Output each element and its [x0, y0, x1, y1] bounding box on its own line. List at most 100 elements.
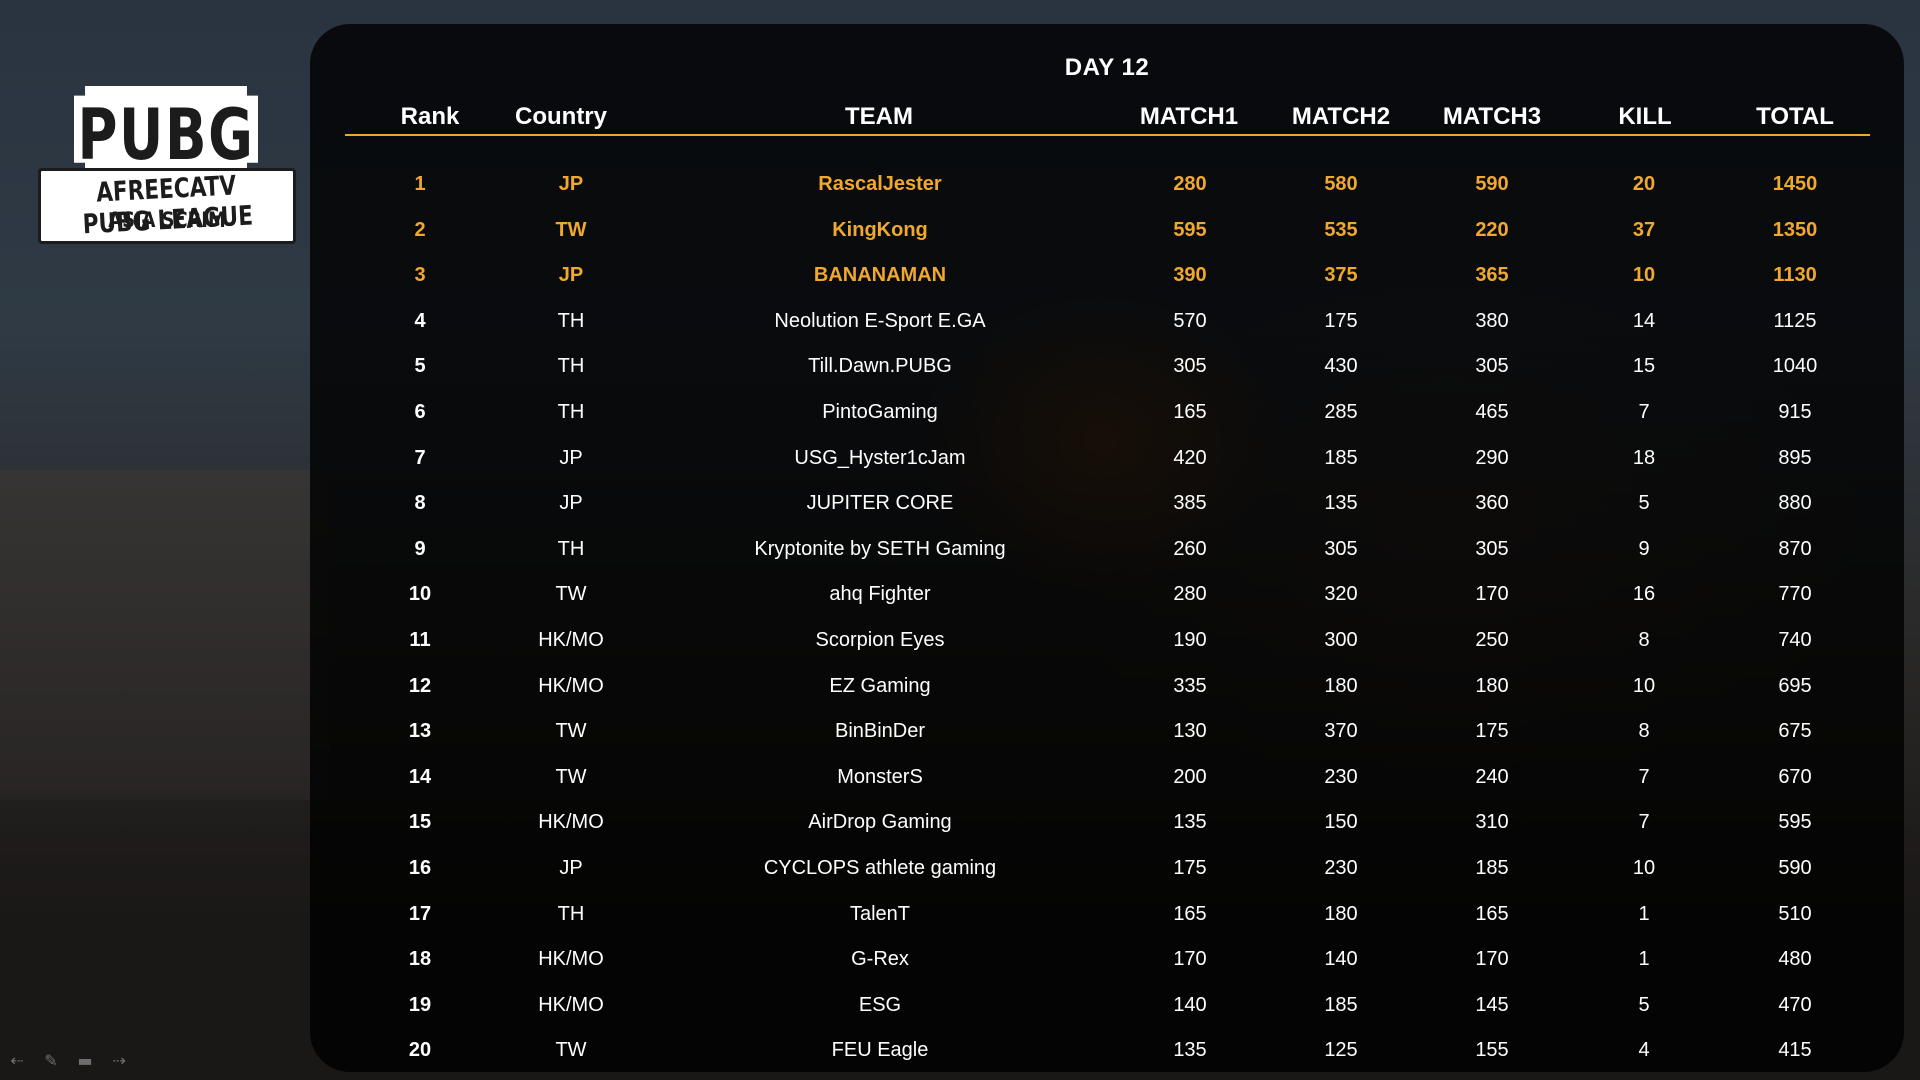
- cell-country: HK/MO: [538, 811, 604, 834]
- table-row: 17 TH TalenT 165 180 165 1 510: [310, 897, 1904, 931]
- cell-team: EZ Gaming: [829, 674, 931, 697]
- cell-match2: 375: [1324, 264, 1358, 287]
- cell-country: TW: [555, 720, 587, 743]
- cell-kill: 1: [1638, 902, 1650, 925]
- cell-total: 590: [1778, 857, 1812, 879]
- cell-rank: 15: [408, 811, 432, 834]
- cell-kill: 18: [1632, 446, 1656, 469]
- standings-panel: DAY 12 Rank Country TEAM MATCH1 MATCH2 M…: [310, 24, 1904, 1072]
- cell-match3: 465: [1475, 401, 1509, 423]
- cell-kill: 16: [1632, 583, 1656, 606]
- cell-country: JP: [558, 173, 584, 195]
- cell-team: TalenT: [849, 902, 911, 925]
- cell-match1: 335: [1173, 674, 1207, 697]
- cell-team: G-Rex: [851, 948, 909, 971]
- cell-total: 695: [1778, 674, 1812, 697]
- cell-match2: 580: [1324, 173, 1358, 195]
- cell-country: JP: [559, 446, 583, 469]
- cell-rank: 2: [414, 218, 426, 241]
- cell-rank: 5: [414, 355, 426, 378]
- cell-country: TH: [557, 902, 585, 925]
- cell-match1: 280: [1173, 173, 1207, 195]
- cell-total: 870: [1778, 537, 1812, 560]
- cell-match2: 185: [1324, 446, 1358, 469]
- cell-match1: 200: [1173, 765, 1207, 788]
- cell-total: 740: [1778, 629, 1812, 651]
- table-row: 11 HK/MO Scorpion Eyes 190 300 250 8 740: [310, 623, 1904, 657]
- cell-team: BANANAMAN: [813, 264, 947, 287]
- table-header: Rank Country TEAM MATCH1 MATCH2 MATCH3 K…: [345, 100, 1870, 136]
- cell-country: JP: [558, 264, 584, 287]
- cell-match2: 180: [1324, 902, 1358, 925]
- cell-match2: 175: [1324, 309, 1358, 332]
- cell-match2: 135: [1324, 492, 1358, 515]
- cell-match1: 570: [1173, 309, 1207, 332]
- cell-rank: 8: [414, 492, 426, 515]
- cell-country: HK/MO: [538, 993, 604, 1016]
- cell-match3: 590: [1475, 173, 1509, 195]
- cell-match3: 180: [1475, 674, 1509, 697]
- cell-total: 675: [1778, 720, 1812, 743]
- logo-frame: [74, 86, 258, 182]
- cell-match3: 240: [1475, 765, 1509, 788]
- cell-match3: 305: [1475, 355, 1509, 378]
- cell-total: 595: [1778, 811, 1812, 834]
- cell-rank: 9: [414, 537, 426, 560]
- cell-match1: 420: [1173, 446, 1207, 469]
- cell-country: JP: [559, 857, 583, 879]
- table-row: 19 HK/MO ESG 140 185 145 5 470: [310, 988, 1904, 1022]
- cell-total: 670: [1778, 765, 1812, 788]
- cell-team: ahq Fighter: [829, 583, 931, 606]
- header-rank: Rank: [400, 103, 460, 130]
- cell-kill: 5: [1638, 993, 1650, 1016]
- cell-rank: 18: [408, 948, 432, 971]
- logo-banner: [38, 168, 296, 244]
- header-country: Country: [515, 103, 607, 130]
- cell-match3: 175: [1475, 720, 1509, 743]
- cell-country: TW: [555, 583, 587, 606]
- cell-total: 1450: [1772, 173, 1818, 195]
- arrow-right-icon[interactable]: ⇢: [112, 1050, 126, 1070]
- cell-rank: 10: [408, 583, 432, 606]
- header-kill: KILL: [1618, 103, 1672, 130]
- cell-team: USG_Hyster1cJam: [794, 446, 966, 469]
- cell-team: AirDrop Gaming: [808, 811, 952, 834]
- cell-total: 1040: [1772, 355, 1818, 378]
- cell-match1: 165: [1173, 902, 1207, 925]
- cell-match1: 190: [1173, 629, 1207, 651]
- cell-match3: 165: [1475, 902, 1509, 925]
- cell-total: 1350: [1772, 218, 1818, 241]
- cell-team: BinBinDer: [834, 720, 926, 743]
- cell-country: TH: [557, 355, 585, 378]
- cell-match2: 535: [1324, 218, 1358, 241]
- cell-match1: 140: [1173, 993, 1207, 1016]
- cell-total: 915: [1778, 401, 1812, 423]
- cell-kill: 20: [1632, 173, 1656, 195]
- cell-country: HK/MO: [538, 674, 604, 697]
- pen-icon[interactable]: ✎: [44, 1050, 58, 1070]
- cell-total: 1130: [1773, 264, 1817, 287]
- slides-icon[interactable]: ▬: [77, 1050, 93, 1070]
- cell-kill: 8: [1638, 629, 1650, 651]
- slide-nav-toolbar: ⇠ ✎ ▬ ⇢: [6, 1050, 130, 1070]
- cell-kill: 7: [1638, 811, 1650, 834]
- table-row: 6 TH PintoGaming 165 285 465 7 915: [310, 395, 1904, 429]
- league-logo: PUBG AFREECATV PUBG LEAGUE ASIA SCRIM: [38, 86, 296, 244]
- cell-team: Kryptonite by SETH Gaming: [754, 537, 1006, 560]
- cell-team: PintoGaming: [822, 401, 938, 423]
- cell-match3: 380: [1475, 309, 1509, 332]
- cell-match3: 220: [1475, 218, 1509, 241]
- arrow-left-icon[interactable]: ⇠: [10, 1050, 24, 1070]
- table-row: 5 TH Till.Dawn.PUBG 305 430 305 15 1040: [310, 349, 1904, 383]
- cell-total: 880: [1778, 492, 1812, 515]
- cell-rank: 3: [414, 264, 426, 287]
- cell-match2: 300: [1324, 629, 1358, 651]
- cell-match2: 320: [1324, 583, 1358, 606]
- cell-match1: 130: [1173, 720, 1207, 743]
- cell-team: MonsterS: [837, 765, 923, 788]
- cell-country: TW: [555, 765, 587, 788]
- logo-pubg-text: PUBG: [77, 94, 255, 176]
- cell-country: TH: [557, 309, 585, 332]
- cell-kill: 10: [1632, 264, 1656, 287]
- table-row: 14 TW MonsterS 200 230 240 7 670: [310, 760, 1904, 794]
